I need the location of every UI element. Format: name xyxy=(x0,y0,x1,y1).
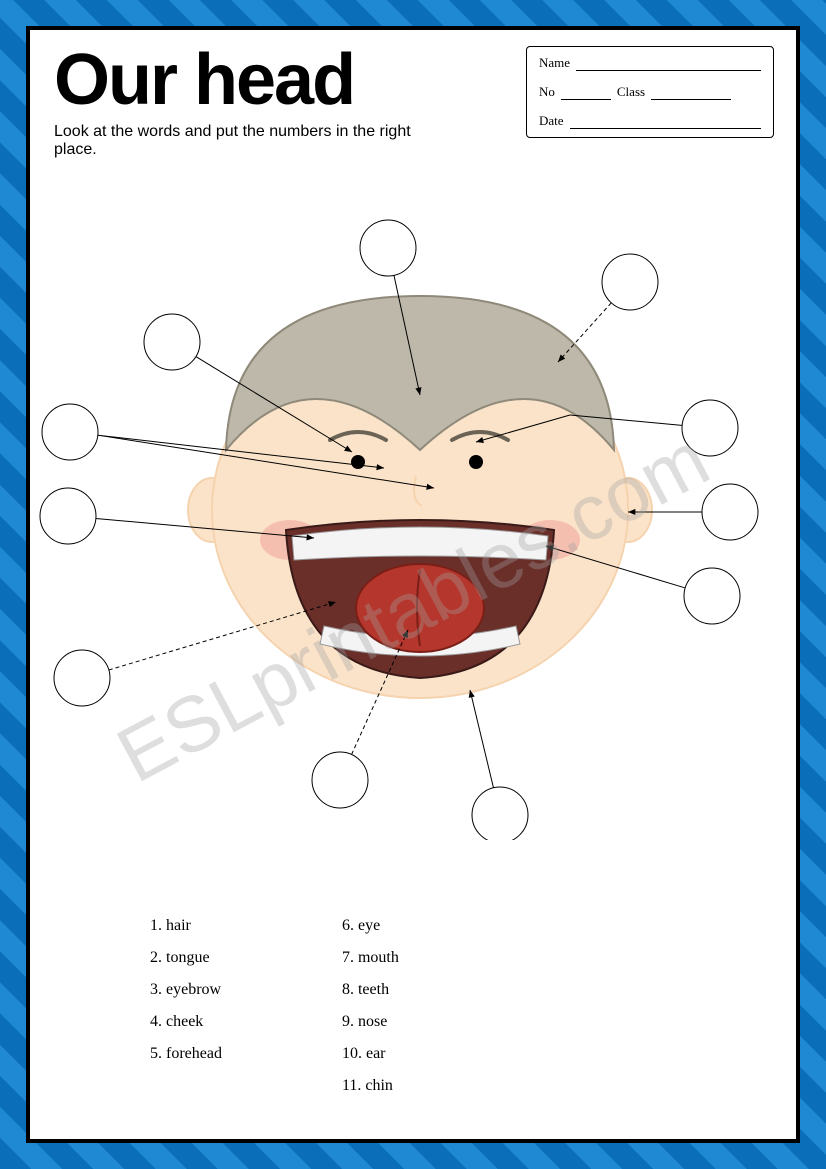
word-item: 11. chin xyxy=(342,1077,399,1095)
no-label: No xyxy=(539,84,555,100)
word-list: 1. hair 2. tongue 3. eyebrow 4. cheek 5. for… xyxy=(150,917,399,1109)
answer-circle[interactable] xyxy=(144,314,200,370)
word-item: 8. teeth xyxy=(342,981,399,999)
answer-circle[interactable] xyxy=(54,650,110,706)
answer-circle[interactable] xyxy=(602,254,658,310)
word-item: 2. tongue xyxy=(150,949,222,967)
word-item: 7. mouth xyxy=(342,949,399,967)
student-info-box: Name No Class Date xyxy=(526,46,774,138)
page-border: Our head Look at the words and put the n… xyxy=(0,0,826,1169)
answer-circle[interactable] xyxy=(360,220,416,276)
answer-circle[interactable] xyxy=(684,568,740,624)
word-item: 6. eye xyxy=(342,917,399,935)
head-diagram xyxy=(30,200,800,840)
no-blank[interactable] xyxy=(561,86,611,100)
word-item: 4. cheek xyxy=(150,1013,222,1031)
name-blank[interactable] xyxy=(576,57,761,71)
instruction-text: Look at the words and put the numbers in… xyxy=(54,123,434,159)
answer-circle[interactable] xyxy=(702,484,758,540)
answer-circle[interactable] xyxy=(472,787,528,840)
answer-circle[interactable] xyxy=(42,404,98,460)
word-item: 3. eyebrow xyxy=(150,981,222,999)
answer-circle[interactable] xyxy=(40,488,96,544)
word-item: 5. forehead xyxy=(150,1045,222,1063)
class-label: Class xyxy=(617,84,645,100)
date-label: Date xyxy=(539,113,564,129)
watermark: ESLprintables.com xyxy=(103,413,724,801)
answer-circle[interactable] xyxy=(682,400,738,456)
name-label: Name xyxy=(539,55,570,71)
word-item: 10. ear xyxy=(342,1045,399,1063)
word-item: 1. hair xyxy=(150,917,222,935)
word-item: 9. nose xyxy=(342,1013,399,1031)
class-blank[interactable] xyxy=(651,86,731,100)
answer-circle[interactable] xyxy=(312,752,368,808)
date-blank[interactable] xyxy=(570,115,761,129)
page-inner: Our head Look at the words and put the n… xyxy=(26,26,800,1143)
